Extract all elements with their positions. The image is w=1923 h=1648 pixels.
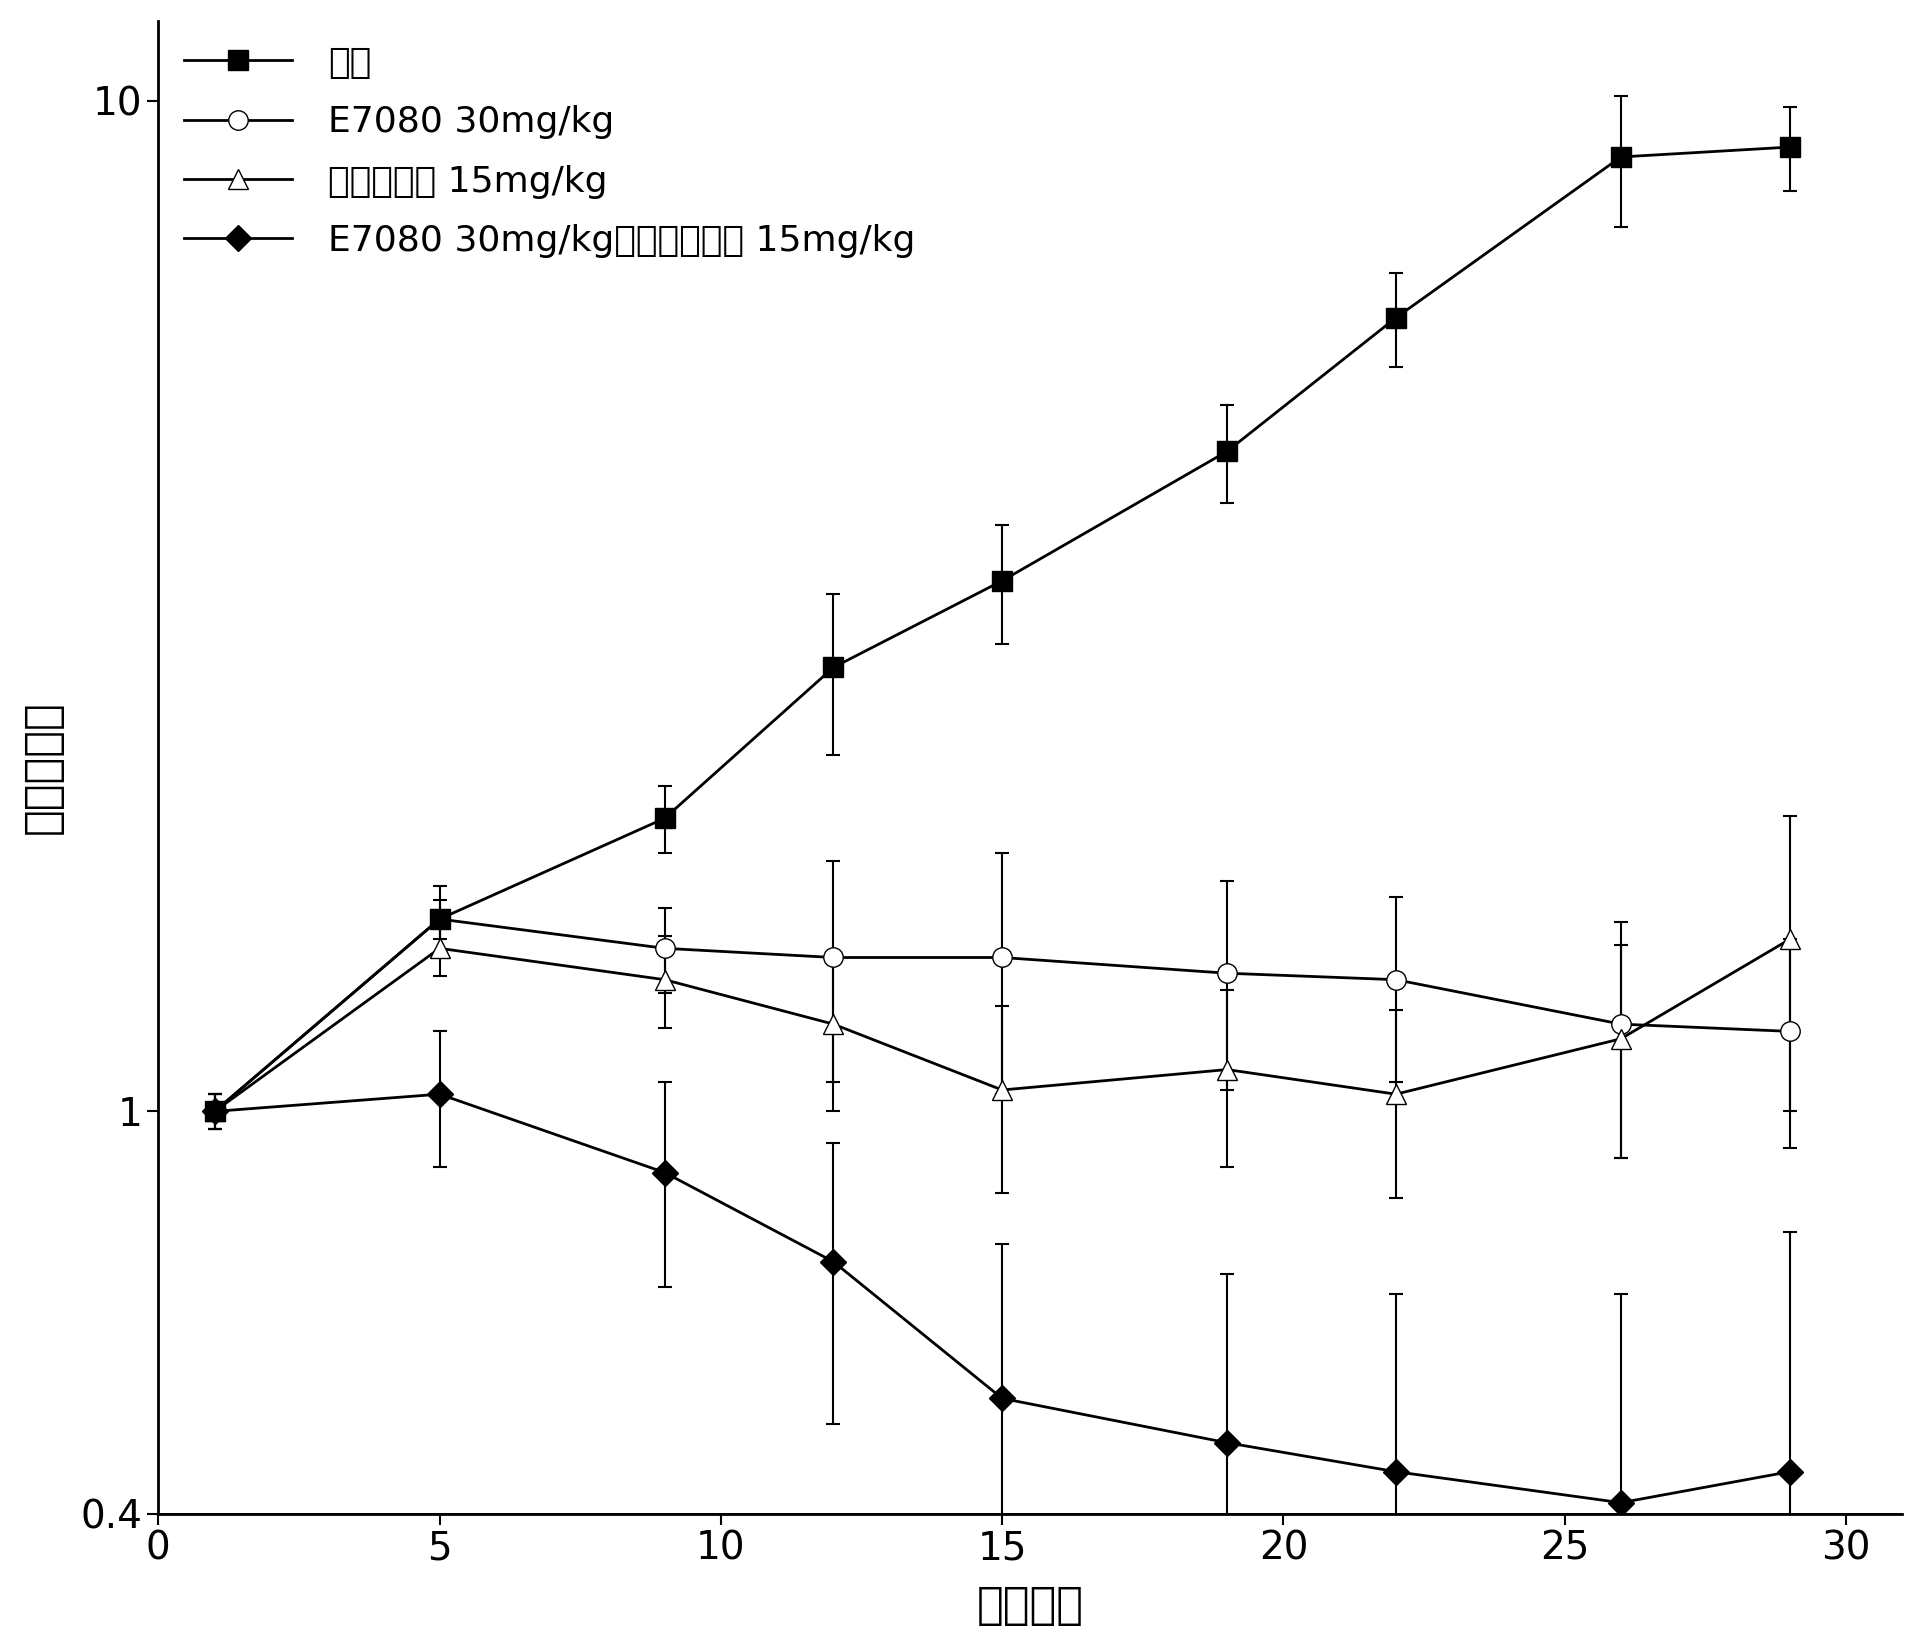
Y-axis label: 比肆癌体积: 比肆癌体积 xyxy=(21,700,63,834)
X-axis label: 施用日数: 施用日数 xyxy=(977,1584,1085,1627)
Legend: 对照, E7080 30mg/kg, 多西紫杉醇 15mg/kg, E7080 30mg/kg＋多西紫杉醇 15mg/kg: 对照, E7080 30mg/kg, 多西紫杉醇 15mg/kg, E7080 … xyxy=(169,31,931,272)
